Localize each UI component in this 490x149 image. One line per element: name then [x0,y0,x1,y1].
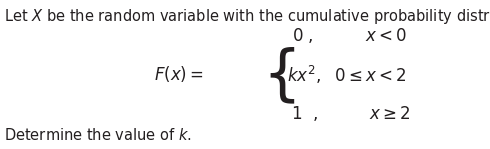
Text: $kx^2,\ \ 0 \leq x < 2$: $kx^2,\ \ 0 \leq x < 2$ [287,63,406,86]
Text: $F(x) =$: $F(x) =$ [153,65,203,84]
Text: $0\ ,\qquad\quad x < 0$: $0\ ,\qquad\quad x < 0$ [292,26,406,45]
Text: $1\ \ ,\qquad\quad x \geq 2$: $1\ \ ,\qquad\quad x \geq 2$ [291,104,410,123]
Text: $\{$: $\{$ [262,46,295,106]
Text: Determine the value of $k$.: Determine the value of $k$. [4,127,192,143]
Text: Let $X$ be the random variable with the cumulative probability distribution:: Let $X$ be the random variable with the … [4,7,490,27]
